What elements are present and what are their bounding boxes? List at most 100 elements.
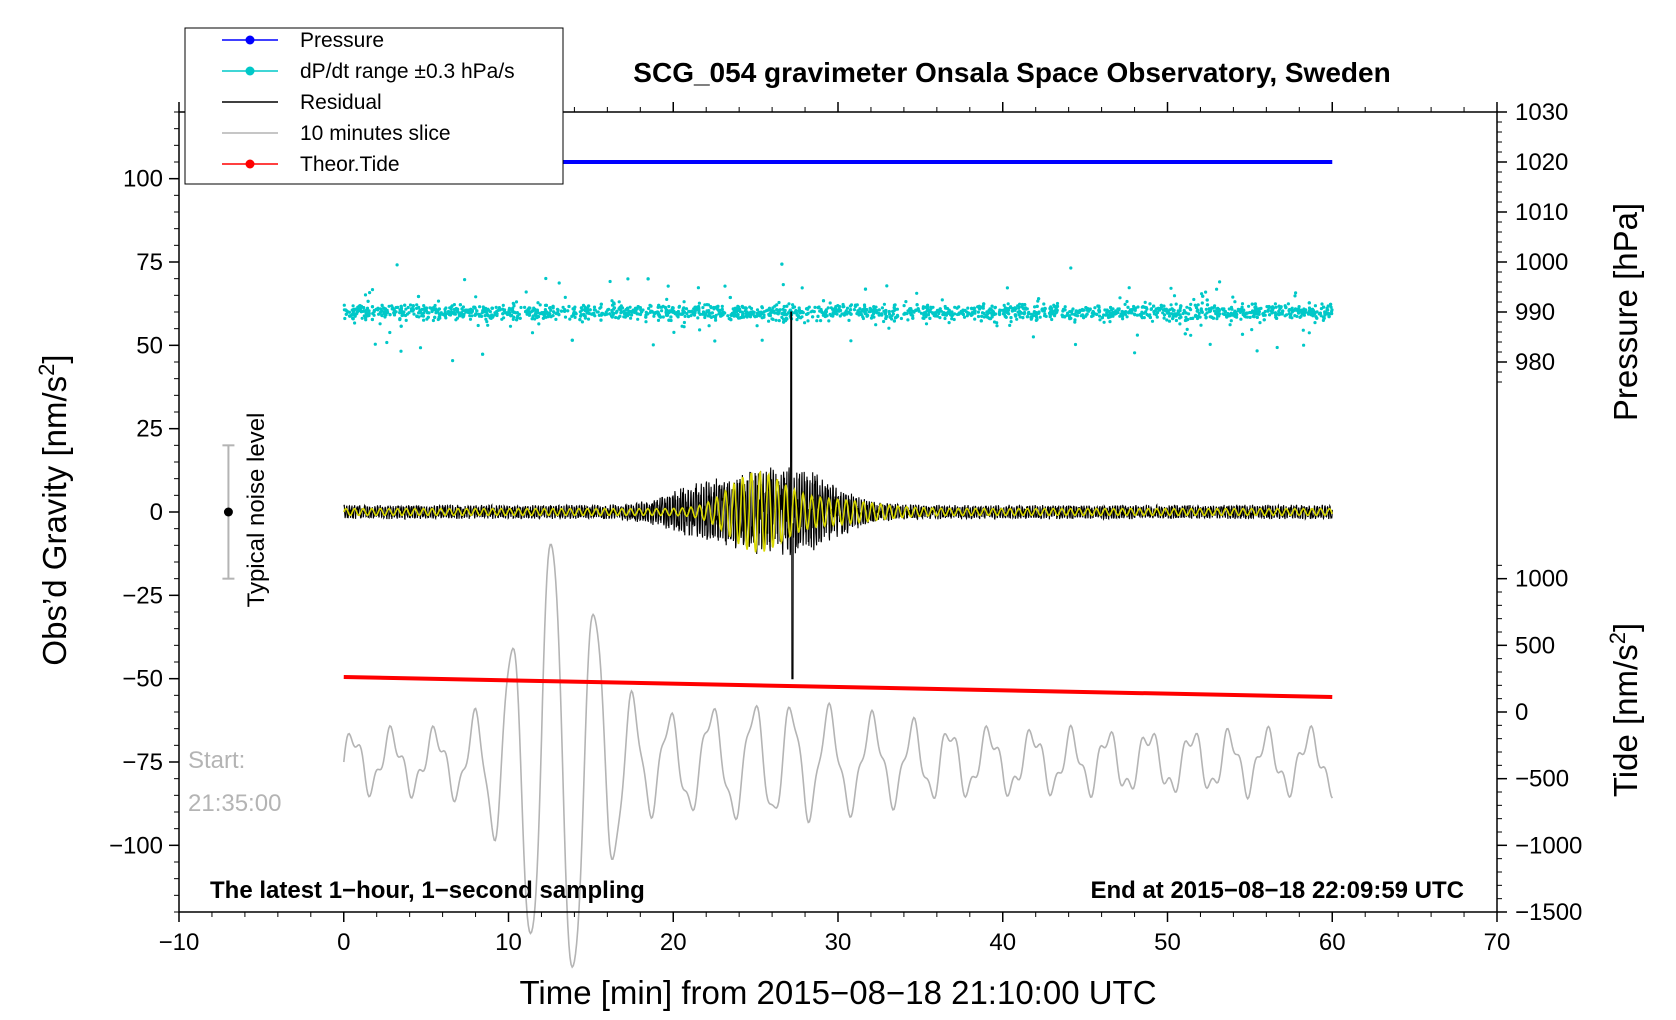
dpdt-point — [799, 316, 803, 320]
dpdt-point — [344, 308, 348, 312]
dpdt-point — [849, 339, 853, 343]
dpdt-point — [1257, 312, 1261, 316]
x-tick-label: 10 — [495, 929, 522, 956]
dpdt-point — [1204, 290, 1208, 294]
dpdt-point — [1329, 305, 1333, 309]
dpdt-point — [512, 302, 516, 306]
dpdt-point — [1329, 302, 1333, 306]
dpdt-point — [426, 315, 430, 319]
dpdt-point — [1108, 320, 1112, 324]
dpdt-point — [1208, 342, 1212, 346]
dpdt-point — [1207, 310, 1211, 314]
x-tick-label: 30 — [825, 929, 852, 956]
dpdt-point — [673, 312, 677, 316]
dpdt-point — [1156, 311, 1160, 315]
y-tide-tick-label: 0 — [1515, 699, 1528, 726]
dpdt-point — [417, 305, 421, 309]
dpdt-point — [701, 306, 705, 310]
dpdt-point — [902, 304, 906, 308]
dpdt-point — [950, 317, 954, 321]
dpdt-point — [714, 313, 718, 317]
dpdt-point — [1189, 308, 1193, 312]
noise-center-dot — [223, 507, 233, 517]
dpdt-point — [1095, 312, 1099, 316]
dpdt-point — [420, 314, 424, 318]
dpdt-point — [943, 316, 947, 321]
dpdt-point — [748, 305, 752, 309]
dpdt-point — [1275, 345, 1279, 350]
dpdt-point — [1258, 321, 1262, 325]
dpdt-point — [811, 315, 815, 319]
dpdt-point — [388, 313, 392, 317]
dpdt-point — [1129, 311, 1133, 315]
dpdt-point — [1284, 306, 1288, 310]
dpdt-point — [924, 310, 928, 314]
dpdt-point — [861, 315, 865, 319]
dpdt-point — [792, 305, 797, 309]
dpdt-point — [677, 305, 681, 309]
dpdt-point — [713, 339, 717, 343]
dpdt-point — [1035, 315, 1039, 319]
dpdt-point — [543, 308, 548, 312]
dpdt-point — [882, 302, 887, 306]
dpdt-point — [557, 281, 561, 285]
dpdt-point — [1240, 302, 1245, 306]
dpdt-point — [1169, 303, 1173, 307]
dpdt-point — [514, 300, 519, 304]
dpdt-point — [706, 303, 711, 307]
dpdt-point — [370, 305, 375, 309]
dpdt-point — [849, 312, 853, 316]
dpdt-point — [364, 316, 368, 320]
dpdt-point — [834, 311, 838, 315]
dpdt-point — [709, 305, 713, 309]
dpdt-point — [1111, 311, 1115, 315]
dpdt-point — [1015, 317, 1019, 321]
dpdt-point — [1207, 307, 1211, 311]
dpdt-point — [991, 310, 996, 314]
dpdt-point — [676, 309, 681, 314]
dpdt-point — [443, 307, 447, 311]
dpdt-point — [610, 299, 614, 303]
dpdt-point — [868, 309, 873, 314]
dpdt-point — [1097, 308, 1101, 312]
dpdt-point — [1184, 318, 1188, 322]
legend-marker — [245, 66, 255, 76]
dpdt-point — [1271, 305, 1275, 309]
dpdt-point — [1218, 312, 1222, 316]
dpdt-point — [417, 315, 421, 319]
dpdt-point — [807, 305, 811, 309]
dpdt-point — [746, 314, 750, 318]
dpdt-point — [896, 314, 900, 318]
dpdt-point — [612, 306, 616, 310]
dpdt-point — [636, 317, 640, 321]
dpdt-point — [1183, 310, 1187, 314]
dpdt-point — [1248, 315, 1252, 319]
start-label-line1: Start: — [188, 747, 245, 774]
dpdt-point — [816, 314, 820, 318]
dpdt-point — [573, 315, 577, 319]
dpdt-point — [1125, 299, 1129, 304]
dpdt-point — [1315, 316, 1319, 320]
dpdt-point — [634, 310, 638, 314]
dpdt-point — [911, 316, 915, 320]
dpdt-point — [527, 306, 531, 310]
dpdt-point — [559, 309, 564, 313]
dpdt-point — [472, 305, 476, 309]
dpdt-point — [982, 302, 986, 306]
dpdt-point — [1273, 302, 1277, 306]
dpdt-point — [477, 313, 481, 317]
dpdt-point — [497, 307, 501, 311]
dpdt-point — [1022, 307, 1026, 311]
dpdt-point — [657, 303, 661, 307]
dpdt-point — [485, 308, 489, 312]
dpdt-point — [592, 305, 597, 309]
dpdt-point — [610, 308, 614, 313]
dpdt-point — [976, 310, 981, 314]
dpdt-point — [1218, 280, 1222, 284]
dpdt-point — [741, 305, 745, 309]
dpdt-point — [552, 310, 556, 314]
dpdt-point — [348, 314, 352, 318]
dpdt-point — [368, 291, 372, 295]
dpdt-point — [1299, 314, 1303, 318]
dpdt-point — [1172, 294, 1177, 298]
